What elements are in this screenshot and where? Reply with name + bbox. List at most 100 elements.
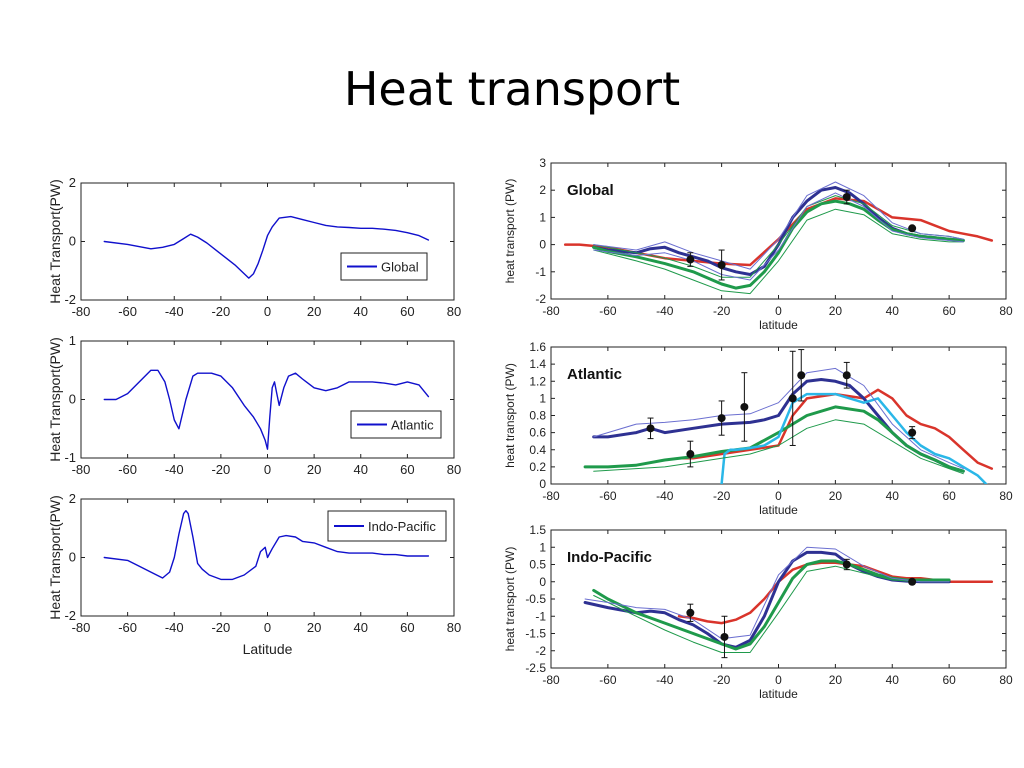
y-tick-label: -1: [64, 450, 76, 465]
y-tick-label: -2: [535, 644, 546, 658]
chart-panel-right-1: -80 -60 -40 -20 0 20 40 60 80 -2 -1 0 1 2 3 heat transp…: [503, 156, 1013, 332]
x-tick-label: 20: [829, 673, 843, 687]
observation-point: [717, 414, 726, 423]
x-tick-label: -60: [599, 673, 617, 687]
y-tick-label: 1.2: [529, 374, 546, 388]
y-tick-label: 1: [539, 391, 546, 405]
y-axis-label: heat transport (PW): [503, 179, 517, 284]
x-tick-label: 40: [354, 304, 368, 319]
legend: Indo-Pacific: [327, 510, 447, 542]
series-group: [563, 181, 994, 295]
y-tick-label: -1: [535, 609, 546, 623]
y-tick-label: 0.2: [529, 460, 546, 474]
y-tick-label: 0: [69, 392, 76, 407]
observation-point: [646, 424, 655, 433]
x-tick-label: -40: [656, 304, 674, 318]
y-tick-label: 2: [69, 491, 76, 506]
legend: Global: [340, 252, 428, 281]
y-tick-label: 2: [539, 183, 546, 197]
observation-point: [720, 632, 729, 641]
x-axis-label: latitude: [759, 503, 798, 517]
series-line-3: [720, 392, 988, 484]
observation-point: [740, 402, 749, 411]
x-tick-label: 80: [999, 304, 1013, 318]
y-tick-label: 1: [69, 333, 76, 348]
chart-panel-left-2: -80 -60 -40 -20 0 20 40 60 80 -1 0 1 Heat Transport(…: [47, 333, 461, 477]
panel-title: Atlantic: [567, 366, 622, 383]
x-tick-label: -80: [542, 304, 560, 318]
x-axis-label: latitude: [759, 318, 798, 332]
plot-frame: [550, 162, 1007, 300]
observation-point: [908, 224, 917, 233]
x-tick-label: 80: [999, 489, 1013, 503]
y-tick-label: 1: [539, 540, 546, 554]
x-tick-label: -40: [165, 304, 184, 319]
x-tick-label: -80: [542, 673, 560, 687]
x-tick-label: -60: [599, 489, 617, 503]
x-tick-label: 20: [307, 620, 321, 635]
x-tick-label: -60: [599, 304, 617, 318]
series-line-0: [103, 369, 430, 450]
series-group: [103, 215, 430, 279]
x-axis-label: Latitude: [243, 641, 293, 657]
series-group: [103, 369, 430, 450]
y-axis-label: heat transport (PW): [503, 547, 517, 652]
x-tick-label: 60: [400, 462, 414, 477]
x-tick-label: 40: [886, 673, 900, 687]
plot-frame: [80, 182, 455, 301]
x-tick-label: 0: [775, 304, 782, 318]
series-line-4: [584, 546, 950, 640]
observation-point: [842, 193, 851, 201]
y-tick-label: 1.6: [529, 340, 546, 354]
y-tick-label: 0: [69, 550, 76, 565]
y-tick-label: 0.8: [529, 409, 546, 423]
series-group: [583, 546, 994, 659]
x-tick-label: -80: [72, 304, 91, 319]
x-tick-label: -80: [72, 462, 91, 477]
x-tick-label: 40: [354, 620, 368, 635]
chart-panel-right-3: -80 -60 -40 -20 0 20 40 60 80 -2.5 -2 -1.5 -1 -0.5 0 0.…: [503, 523, 1013, 701]
x-tick-label: 0: [264, 462, 271, 477]
x-tick-label: -60: [118, 304, 137, 319]
y-tick-label: -2: [64, 292, 76, 307]
series-line-3: [593, 208, 964, 295]
y-tick-label: -0.5: [525, 592, 546, 606]
x-tick-label: 0: [775, 673, 782, 687]
series-group: [103, 510, 430, 581]
x-tick-label: 60: [942, 673, 956, 687]
x-tick-label: 0: [264, 620, 271, 635]
series-line-0: [677, 388, 994, 470]
y-tick-label: -2.5: [525, 661, 546, 675]
y-axis-label: Heat Transport(PW): [47, 337, 63, 461]
observation-point: [686, 255, 695, 264]
x-tick-label: -20: [211, 304, 230, 319]
x-tick-label: -20: [211, 620, 230, 635]
x-tick-label: 20: [307, 304, 321, 319]
x-tick-label: 20: [829, 304, 843, 318]
x-tick-label: -40: [165, 620, 184, 635]
legend-label: Atlantic: [391, 418, 434, 433]
x-tick-label: 40: [354, 462, 368, 477]
series-line-2: [583, 405, 965, 473]
y-tick-label: -1.5: [525, 627, 546, 641]
y-tick-label: 0: [539, 477, 546, 491]
y-tick-label: 0: [69, 234, 76, 249]
legend: Atlantic: [350, 410, 442, 439]
x-tick-label: -80: [542, 489, 560, 503]
observation-point: [842, 371, 851, 380]
y-axis-label: Heat Transport(PW): [47, 179, 63, 303]
y-tick-label: 0: [539, 238, 546, 252]
x-tick-label: 60: [942, 489, 956, 503]
x-axis-label: latitude: [759, 687, 798, 701]
x-tick-label: 0: [264, 304, 271, 319]
chart-panel-right-2: -80 -60 -40 -20 0 20 40 60 80 0 0.2 0.4 0.6 0.8 1 1.2 1.…: [503, 340, 1013, 517]
observation-point: [842, 560, 851, 569]
y-tick-label: 1: [539, 210, 546, 224]
series-line-5: [593, 192, 964, 281]
x-tick-label: 80: [447, 462, 461, 477]
x-tick-label: -60: [118, 620, 137, 635]
x-tick-label: -20: [211, 462, 230, 477]
series-line-0: [103, 215, 430, 279]
